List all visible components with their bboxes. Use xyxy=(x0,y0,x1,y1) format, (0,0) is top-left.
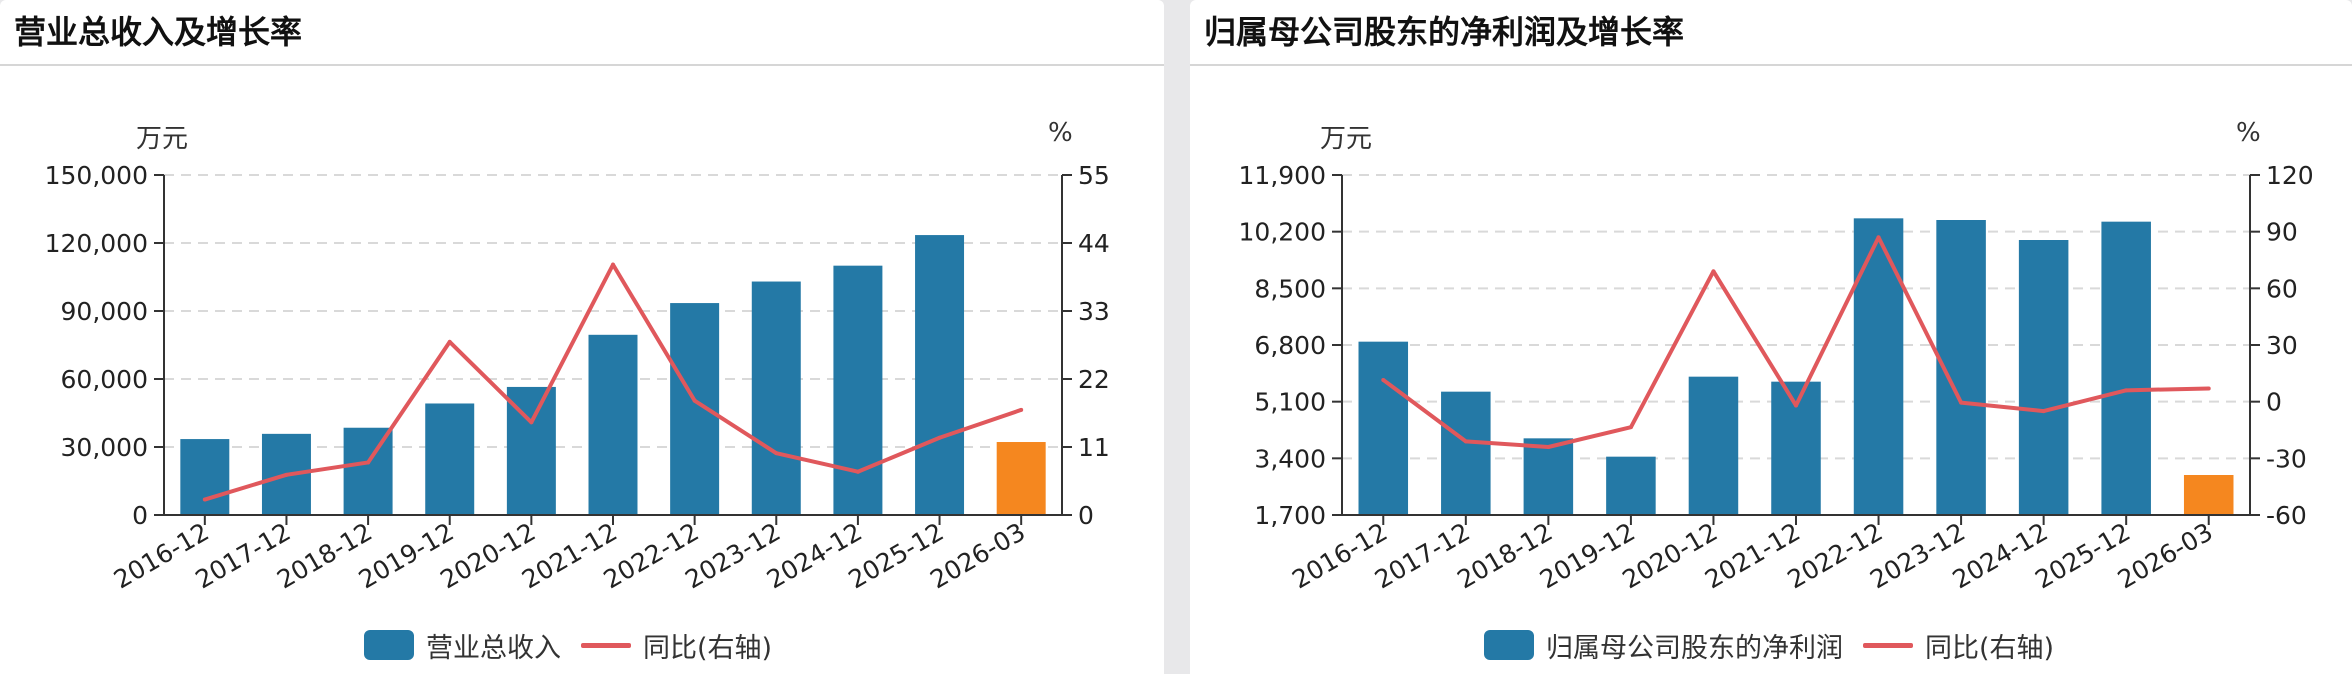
net-profit-chart: 1,700 3,400 5,100 6,800 8,500 10,200 11,900 -60… xyxy=(1239,161,2314,594)
left-axis-unit: 万元 xyxy=(136,124,189,154)
revenue-panel: 营业总收入及增长率 万元 % 0 30,000 60,000 90,000 120,00… xyxy=(0,0,1164,674)
right-tick-label: -60 xyxy=(2266,501,2307,530)
legend-swatch-line xyxy=(1863,642,1913,648)
legend-label: 同比(右轴) xyxy=(643,632,773,664)
bar xyxy=(751,281,801,515)
left-tick-label: 30,000 xyxy=(61,433,148,462)
bar xyxy=(996,442,1046,515)
bar xyxy=(833,265,883,515)
left-tick-label: 11,900 xyxy=(1239,161,1326,190)
bar xyxy=(2183,475,2234,515)
net-profit-panel: 归属母公司股东的净利润及增长率 万元 % 1,700 3,400 5,100 6,80… xyxy=(1190,0,2352,674)
bar xyxy=(588,334,638,515)
revenue-chart: 0 30,000 60,000 90,000 120,000 150,000 0 11 22 33… xyxy=(45,161,1110,594)
left-tick-label: 6,800 xyxy=(1254,331,1326,360)
growth-point xyxy=(202,497,207,502)
bar xyxy=(180,439,230,515)
x-tick-label: 2026-03 xyxy=(2113,517,2218,594)
growth-point xyxy=(1711,269,1716,274)
left-tick-label: 8,500 xyxy=(1254,274,1326,303)
right-tick-label: 44 xyxy=(1078,229,1110,258)
growth-point xyxy=(447,339,452,344)
bar xyxy=(425,403,475,515)
legend-item-line[interactable]: 同比(右轴) xyxy=(581,626,772,665)
right-tick-label: 0 xyxy=(1078,501,1094,530)
panel-title: 归属母公司股东的净利润及增长率 xyxy=(1204,13,1685,51)
legend-swatch-line xyxy=(581,642,631,648)
legend-item-line[interactable]: 同比(右轴) xyxy=(1863,626,2054,665)
bar xyxy=(2101,221,2151,515)
panel-title: 营业总收入及增长率 xyxy=(14,13,303,51)
left-tick-label: 0 xyxy=(132,501,148,530)
growth-point xyxy=(1959,400,1964,405)
growth-point xyxy=(1876,235,1881,240)
right-tick-label: 33 xyxy=(1078,297,1110,326)
bar xyxy=(1853,218,1904,516)
bar xyxy=(343,427,393,515)
growth-point xyxy=(855,469,860,474)
left-tick-label: 90,000 xyxy=(61,297,148,326)
growth-point xyxy=(2124,388,2129,393)
right-tick-label: 55 xyxy=(1078,161,1110,190)
bar xyxy=(1606,456,1656,515)
right-tick-label: 22 xyxy=(1078,365,1110,394)
growth-point xyxy=(284,472,289,477)
bar xyxy=(2018,240,2069,515)
left-tick-label: 60,000 xyxy=(61,365,148,394)
legend-item-bar[interactable]: 归属母公司股东的净利润 xyxy=(1484,626,1843,665)
left-tick-label: 3,400 xyxy=(1254,444,1326,473)
growth-point xyxy=(2206,386,2211,391)
left-tick-label: 120,000 xyxy=(45,229,148,258)
growth-point xyxy=(366,460,371,465)
legend-swatch-bar xyxy=(364,630,414,660)
left-tick-label: 5,100 xyxy=(1254,388,1326,417)
growth-point xyxy=(1546,445,1551,449)
growth-point xyxy=(774,451,779,456)
chart-legend: 营业总收入 同比(右轴) xyxy=(364,624,772,666)
right-tick-label: 60 xyxy=(2266,274,2298,303)
growth-point xyxy=(1628,425,1633,430)
left-tick-label: 1,700 xyxy=(1254,501,1326,530)
left-axis-unit: 万元 xyxy=(1320,124,1373,154)
bar xyxy=(1358,341,1409,515)
left-tick-label: 10,200 xyxy=(1239,218,1326,247)
bar xyxy=(1441,391,1491,515)
growth-point xyxy=(692,398,697,403)
left-tick-label: 150,000 xyxy=(45,161,148,190)
legend-label: 同比(右轴) xyxy=(1925,632,2055,664)
bar xyxy=(1523,438,1574,515)
growth-point xyxy=(1463,439,1468,444)
right-axis-unit: % xyxy=(1048,118,1073,148)
growth-point xyxy=(1019,407,1024,412)
growth-point xyxy=(1381,377,1386,382)
x-tick-label: 2026-03 xyxy=(925,517,1030,594)
bar xyxy=(1688,376,1739,515)
legend-label: 归属母公司股东的净利润 xyxy=(1546,632,1843,664)
legend-swatch-bar xyxy=(1484,630,1534,660)
right-tick-label: 30 xyxy=(2266,331,2298,360)
growth-point xyxy=(1794,403,1798,408)
chart-legend: 归属母公司股东的净利润 同比(右轴) xyxy=(1484,624,2054,666)
right-axis-unit: % xyxy=(2236,118,2261,148)
panel-header: 营业总收入及增长率 xyxy=(0,0,1164,66)
legend-item-bar[interactable]: 营业总收入 xyxy=(364,626,561,665)
bar xyxy=(915,235,965,516)
legend-label: 营业总收入 xyxy=(426,632,561,664)
right-tick-label: -30 xyxy=(2266,444,2307,473)
growth-point xyxy=(529,420,534,425)
right-tick-label: 0 xyxy=(2266,388,2282,417)
growth-point xyxy=(2041,409,2046,414)
panel-header: 归属母公司股东的净利润及增长率 xyxy=(1190,0,2352,66)
bar xyxy=(670,303,720,515)
right-tick-label: 11 xyxy=(1078,433,1110,462)
right-tick-label: 90 xyxy=(2266,218,2298,247)
growth-point xyxy=(611,262,615,267)
growth-point xyxy=(937,435,942,440)
right-tick-label: 120 xyxy=(2266,161,2314,190)
